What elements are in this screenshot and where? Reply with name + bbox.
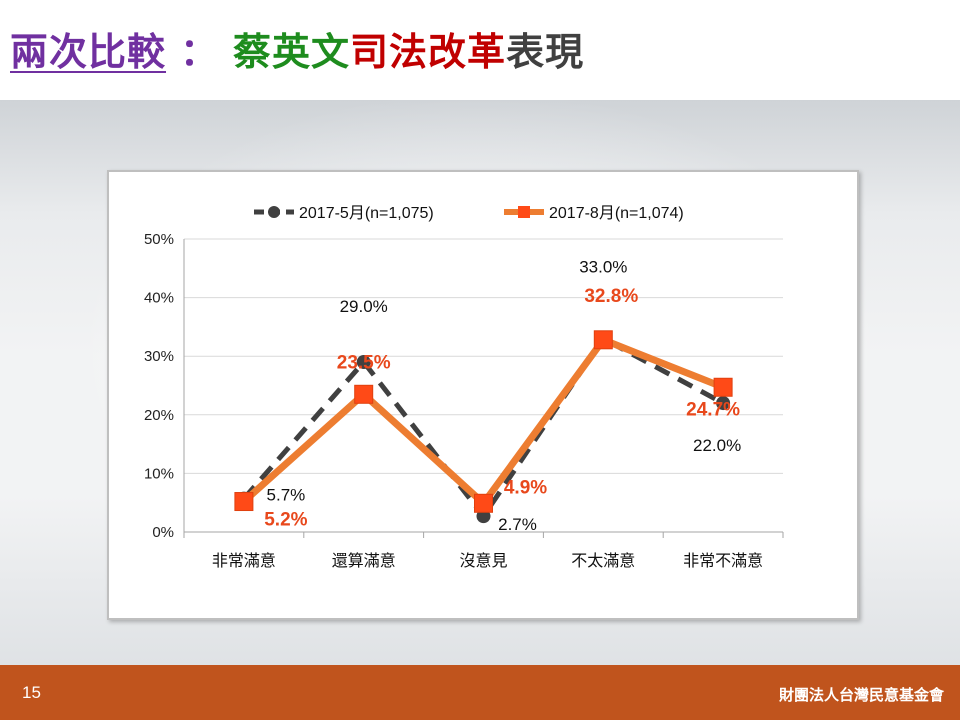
x-tick-label: 沒意見 [459,551,507,570]
y-tick-label: 50% [144,231,174,248]
title-part-name: 蔡英文 [233,30,351,74]
data-point-aug [713,377,733,397]
series-line-aug [241,336,725,507]
y-tick-label: 40% [144,290,174,307]
series-line-may [242,336,725,519]
y-tick-label: 10% [144,465,174,482]
page-number: 15 [22,683,41,702]
data-label-aug: 4.9% [504,477,547,498]
x-tick-label: 還算滿意 [332,551,396,570]
data-label-may: 2.7% [498,515,537,534]
data-label-may: 29.0% [340,297,388,316]
data-label-may: 33.0% [579,258,627,277]
data-label-aug: 5.2% [264,510,307,531]
data-label-aug: 24.7% [686,399,740,420]
y-tick-label: 20% [144,407,174,424]
data-label-may: 5.7% [267,486,306,505]
x-tick-label: 非常不滿意 [683,551,763,570]
legend-marker-aug [518,206,530,218]
data-point-aug [593,330,613,350]
x-tick-label: 不太滿意 [571,551,635,570]
data-point-may [356,355,371,370]
data-point-aug [354,384,374,404]
chart-container: 0% 10% 20% 30% 40% 50% 非常滿意 還算滿意 沒意見 不太滿意 非常不滿意 5.7… [107,170,859,620]
data-point-aug [234,492,254,512]
slide-title: 兩次比較 ： 蔡英文司法改革表現 [10,28,584,76]
title-part-performance: 表現 [506,30,585,74]
organization-name: 財團法人台灣民意基金會 [778,686,944,704]
data-point-may [716,396,731,411]
x-tick-label: 非常滿意 [212,551,276,570]
legend-label-may: 2017-5月(n=1,075) [299,205,434,222]
data-label-aug: 23.5% [337,352,391,373]
title-separator: ： [180,30,220,74]
footer-bar: 15 財團法人台灣民意基金會 [0,665,960,720]
y-tick-label: 30% [144,348,174,365]
title-bar: 兩次比較 ： 蔡英文司法改革表現 [0,0,960,100]
y-tick-label: 0% [152,524,174,541]
line-chart: 0% 10% 20% 30% 40% 50% 非常滿意 還算滿意 沒意見 不太滿意 非常不滿意 5.7… [144,205,784,570]
legend-marker-may [268,206,280,218]
title-part-comparison: 兩次比較 [10,30,167,74]
data-point-aug [474,493,493,513]
title-part-topic: 司法改革 [350,30,507,74]
data-label-aug: 32.8% [584,286,638,307]
legend-label-aug: 2017-8月(n=1,074) [549,205,684,222]
data-label-may: 22.0% [693,436,741,455]
